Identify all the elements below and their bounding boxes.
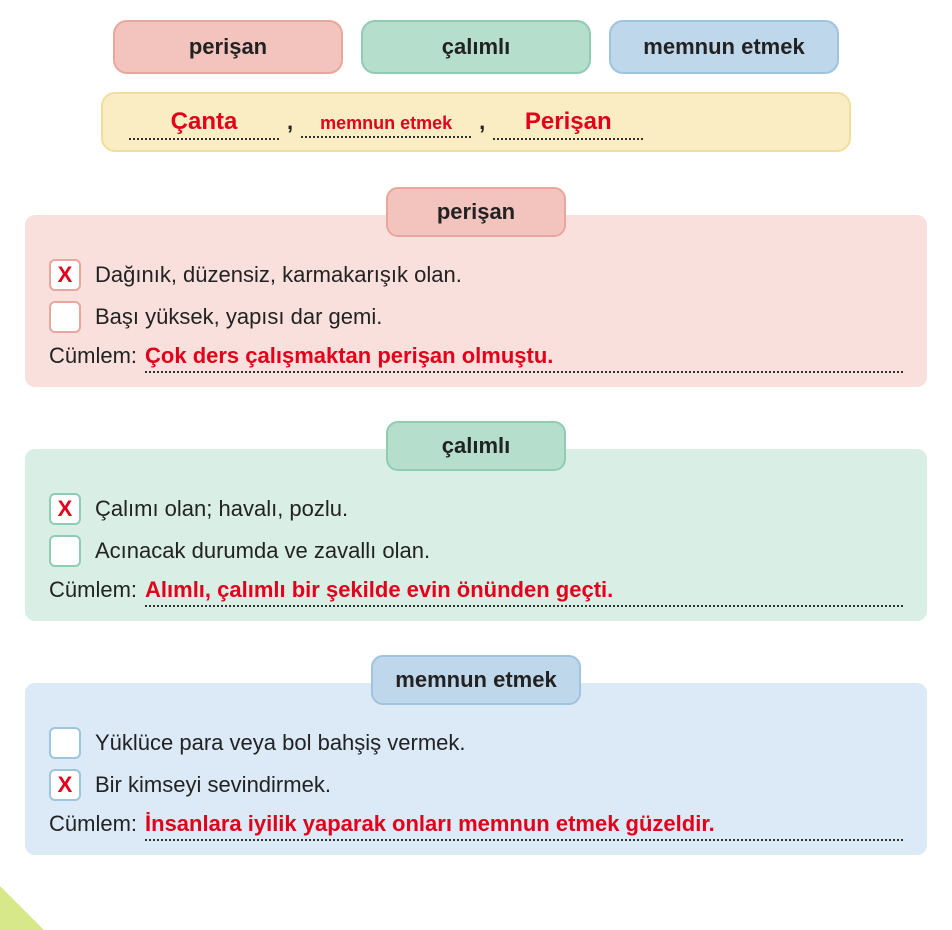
sentence-answer[interactable]: Alımlı, çalımlı bir şekilde evin önünden… xyxy=(145,577,903,607)
fill-slot-3[interactable]: Perişan xyxy=(493,108,643,140)
option-text: Dağınık, düzensiz, karmakarışık olan. xyxy=(95,262,462,288)
definition-block-calimli: çalımlı X Çalımı olan; havalı, pozlu. Ac… xyxy=(25,421,927,621)
fill-in-bar: Çanta , memnun etmek , Perişan xyxy=(101,92,851,152)
block-body: X Dağınık, düzensiz, karmakarışık olan. … xyxy=(25,215,927,387)
block-title: memnun etmek xyxy=(371,655,581,705)
word-pill-perisan: perişan xyxy=(113,20,343,74)
option-row: Yüklüce para veya bol bahşiş vermek. xyxy=(49,727,903,759)
checkbox[interactable] xyxy=(49,727,81,759)
option-row: X Dağınık, düzensiz, karmakarışık olan. xyxy=(49,259,903,291)
option-row: Acınacak durumda ve zavallı olan. xyxy=(49,535,903,567)
option-text: Başı yüksek, yapısı dar gemi. xyxy=(95,304,382,330)
checkbox[interactable] xyxy=(49,301,81,333)
checkbox[interactable]: X xyxy=(49,493,81,525)
definition-block-memnun: memnun etmek Yüklüce para veya bol bahşi… xyxy=(25,655,927,855)
block-body: Yüklüce para veya bol bahşiş vermek. X B… xyxy=(25,683,927,855)
checkbox[interactable]: X xyxy=(49,769,81,801)
sentence-label: Cümlem: xyxy=(49,577,137,603)
separator: , xyxy=(479,109,485,135)
sentence-row: Cümlem: Çok ders çalışmaktan perişan olm… xyxy=(49,343,903,373)
option-text: Çalımı olan; havalı, pozlu. xyxy=(95,496,348,522)
sentence-label: Cümlem: xyxy=(49,811,137,837)
option-text: Acınacak durumda ve zavallı olan. xyxy=(95,538,430,564)
word-pill-calimli: çalımlı xyxy=(361,20,591,74)
block-title: çalımlı xyxy=(386,421,566,471)
checkbox[interactable] xyxy=(49,535,81,567)
option-row: X Bir kimseyi sevindirmek. xyxy=(49,769,903,801)
sentence-row: Cümlem: İnsanlara iyilik yaparak onları … xyxy=(49,811,903,841)
sentence-answer[interactable]: Çok ders çalışmaktan perişan olmuştu. xyxy=(145,343,903,373)
fill-slot-2[interactable]: memnun etmek xyxy=(301,113,471,138)
option-text: Yüklüce para veya bol bahşiş vermek. xyxy=(95,730,466,756)
definition-block-perisan: perişan X Dağınık, düzensiz, karmakarışı… xyxy=(25,187,927,387)
sentence-answer[interactable]: İnsanlara iyilik yaparak onları memnun e… xyxy=(145,811,903,841)
block-title: perişan xyxy=(386,187,566,237)
option-row: X Çalımı olan; havalı, pozlu. xyxy=(49,493,903,525)
option-text: Bir kimseyi sevindirmek. xyxy=(95,772,331,798)
separator: , xyxy=(287,109,293,135)
option-row: Başı yüksek, yapısı dar gemi. xyxy=(49,301,903,333)
page-corner-fold-icon xyxy=(0,886,44,930)
fill-slot-1[interactable]: Çanta xyxy=(129,108,279,140)
checkbox[interactable]: X xyxy=(49,259,81,291)
word-pill-memnun: memnun etmek xyxy=(609,20,839,74)
sentence-label: Cümlem: xyxy=(49,343,137,369)
word-pill-row: perişan çalımlı memnun etmek xyxy=(25,20,927,74)
block-body: X Çalımı olan; havalı, pozlu. Acınacak d… xyxy=(25,449,927,621)
sentence-row: Cümlem: Alımlı, çalımlı bir şekilde evin… xyxy=(49,577,903,607)
